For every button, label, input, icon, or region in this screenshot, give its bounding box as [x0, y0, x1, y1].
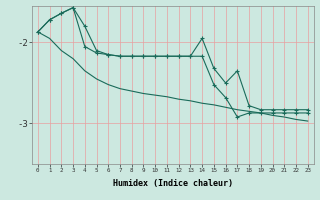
- X-axis label: Humidex (Indice chaleur): Humidex (Indice chaleur): [113, 179, 233, 188]
